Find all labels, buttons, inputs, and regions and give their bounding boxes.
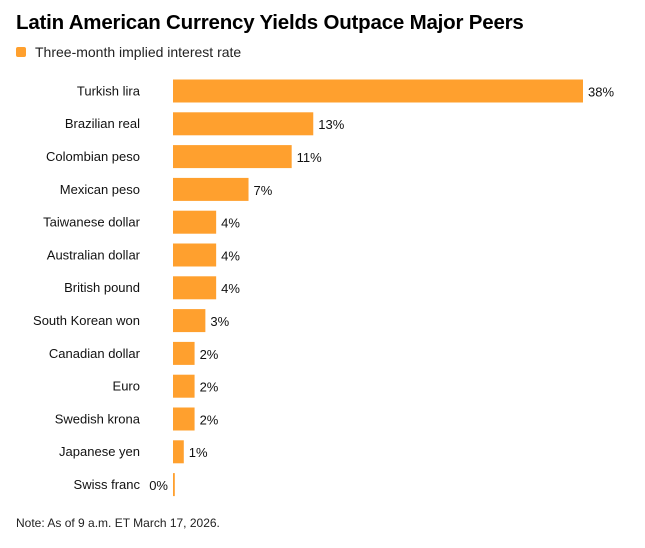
bar bbox=[173, 309, 206, 333]
category-label: South Korean won bbox=[33, 313, 140, 328]
legend-swatch bbox=[16, 47, 26, 57]
category-label: Swedish krona bbox=[55, 411, 141, 426]
value-label: 7% bbox=[254, 183, 273, 198]
value-label: 1% bbox=[189, 445, 208, 460]
category-label: Colombian peso bbox=[46, 149, 140, 164]
bar bbox=[173, 145, 292, 169]
bar bbox=[173, 177, 249, 201]
legend-label: Three-month implied interest rate bbox=[35, 44, 242, 60]
value-label: 2% bbox=[200, 347, 219, 362]
footnote: Note: As of 9 a.m. ET March 17, 2026. bbox=[16, 516, 220, 530]
value-label: 2% bbox=[200, 380, 219, 395]
value-label: 0% bbox=[149, 478, 168, 493]
bar bbox=[173, 473, 175, 497]
category-label: Canadian dollar bbox=[49, 346, 141, 361]
category-label: British pound bbox=[64, 280, 140, 295]
category-label: Mexican peso bbox=[60, 182, 140, 197]
value-label: 2% bbox=[200, 412, 219, 427]
bar bbox=[173, 79, 583, 103]
category-label: Japanese yen bbox=[59, 444, 140, 459]
bar bbox=[173, 112, 314, 136]
category-label: Brazilian real bbox=[65, 116, 140, 131]
value-label: 38% bbox=[588, 84, 614, 99]
category-label: Turkish lira bbox=[77, 83, 141, 98]
bar bbox=[173, 440, 184, 464]
bar bbox=[173, 407, 195, 431]
category-label: Taiwanese dollar bbox=[43, 215, 141, 230]
legend: Three-month implied interest rate bbox=[16, 44, 241, 60]
category-label: Euro bbox=[113, 379, 140, 394]
bar bbox=[173, 374, 195, 398]
value-label: 11% bbox=[297, 150, 322, 165]
bar bbox=[173, 210, 217, 234]
bar bbox=[173, 341, 195, 365]
value-label: 4% bbox=[221, 248, 240, 263]
bar bbox=[173, 276, 217, 300]
value-label: 4% bbox=[221, 216, 240, 231]
chart-title: Latin American Currency Yields Outpace M… bbox=[16, 11, 524, 34]
category-label: Australian dollar bbox=[47, 247, 141, 262]
value-label: 13% bbox=[318, 117, 344, 132]
category-label: Swiss franc bbox=[74, 477, 141, 492]
value-label: 3% bbox=[210, 314, 229, 329]
value-label: 4% bbox=[221, 281, 240, 296]
bar bbox=[173, 243, 217, 267]
